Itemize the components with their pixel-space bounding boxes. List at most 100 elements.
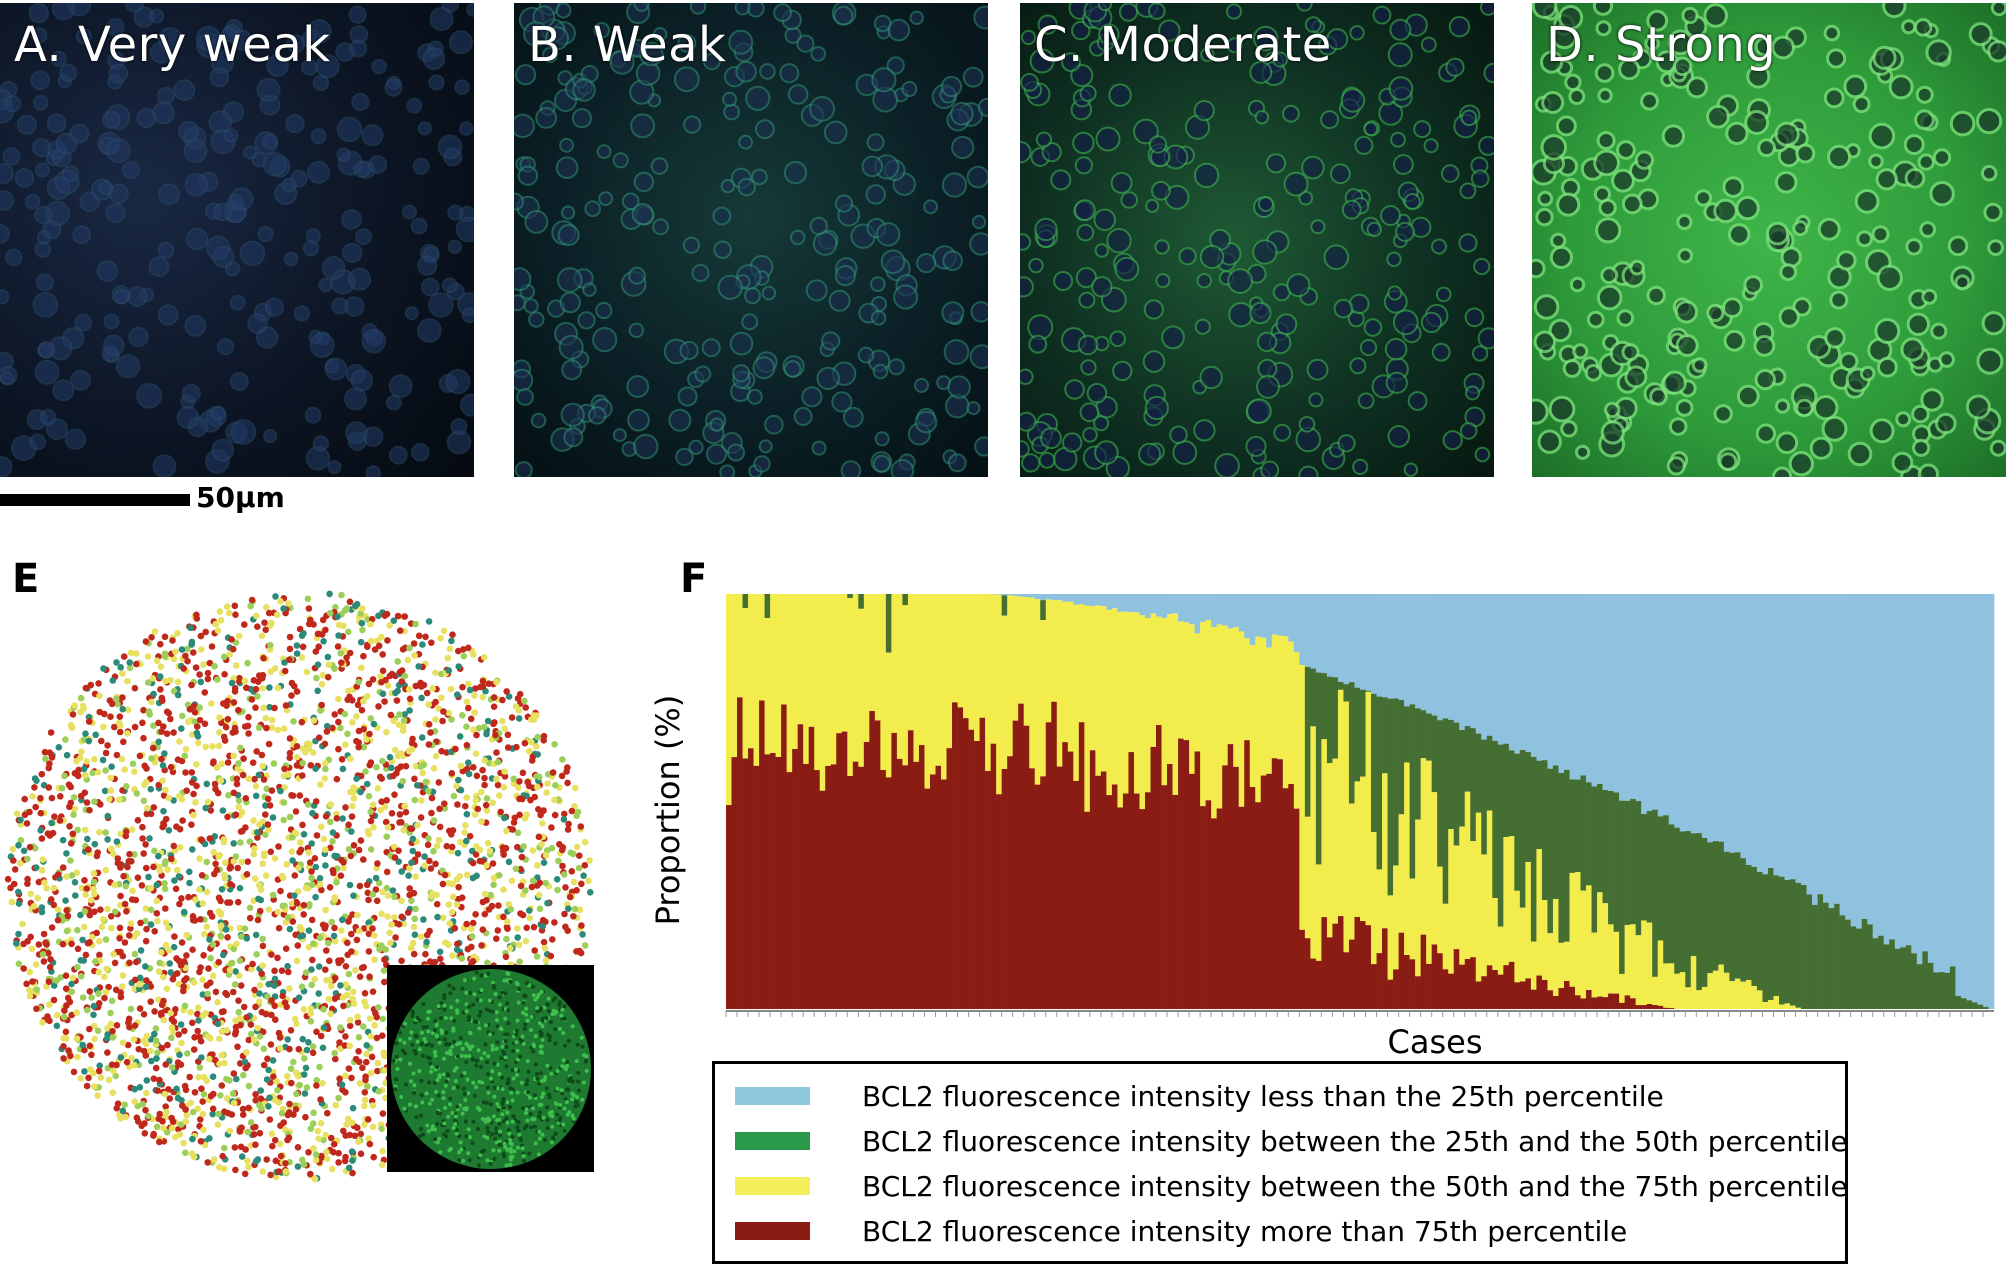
cell — [321, 256, 346, 280]
cell-point — [107, 1009, 114, 1017]
cell-point — [534, 751, 541, 758]
cell-point — [383, 833, 391, 840]
cell-point — [372, 874, 380, 882]
cell-point — [461, 829, 468, 836]
cell-point — [139, 823, 146, 831]
inset-cell — [414, 1115, 419, 1120]
cell — [1161, 325, 1185, 350]
cell-point — [414, 822, 421, 829]
cell-point — [96, 692, 103, 700]
cell — [1836, 250, 1857, 271]
inset-cell — [482, 1051, 487, 1056]
cell-point — [296, 1081, 304, 1089]
cell-point — [266, 1116, 274, 1123]
cell-point — [144, 653, 152, 660]
cell-point — [207, 1034, 214, 1042]
cell-point — [335, 1159, 342, 1166]
inset-cell — [497, 995, 502, 1000]
cell — [157, 304, 179, 326]
cell-point — [209, 1073, 217, 1080]
cell-point — [197, 678, 205, 686]
inset-cell — [425, 1055, 430, 1060]
cell-point — [318, 631, 326, 638]
cell-point — [150, 804, 158, 811]
cell-point — [492, 731, 499, 739]
cell-point — [282, 945, 290, 952]
cell — [1260, 460, 1280, 477]
inset-cell — [518, 1137, 523, 1142]
cell — [633, 3, 650, 12]
cell-point — [359, 626, 366, 634]
cell — [870, 276, 886, 293]
cell-point — [269, 814, 277, 821]
cell-point — [406, 864, 413, 872]
cell-point — [187, 624, 194, 632]
cell-point — [252, 1097, 259, 1104]
cell-point — [527, 796, 534, 804]
cell-point — [320, 835, 328, 843]
cell-point — [235, 797, 243, 804]
cell-point — [85, 718, 93, 725]
cell-point — [323, 728, 331, 735]
cell-point — [347, 755, 354, 763]
inset-cell — [472, 1093, 477, 1098]
cell-point — [308, 981, 316, 989]
cell-point — [275, 924, 283, 932]
cell-point — [390, 717, 398, 725]
cell — [703, 52, 721, 71]
cell-point — [201, 930, 208, 938]
cell-point — [362, 1076, 369, 1084]
inset-cell — [464, 990, 469, 995]
cell-point — [147, 906, 155, 914]
cell-point — [33, 1005, 40, 1013]
cell-point — [219, 951, 227, 959]
cell-point — [200, 1091, 208, 1098]
cell — [1827, 144, 1852, 169]
cell-point — [127, 1005, 135, 1013]
cell-point — [268, 1011, 275, 1019]
cell-point — [137, 919, 144, 927]
inset-cell — [498, 1002, 503, 1007]
cell — [52, 379, 75, 402]
cell-point — [190, 790, 197, 798]
cell — [969, 232, 988, 256]
cell-point — [514, 784, 522, 791]
cell-point — [153, 1055, 160, 1062]
inset-cell — [413, 1104, 418, 1109]
cell — [588, 406, 607, 425]
cell — [1555, 115, 1577, 137]
cell-point — [192, 664, 200, 671]
cell-point — [100, 665, 107, 672]
cell-point — [50, 982, 58, 989]
cell-point — [206, 1135, 213, 1142]
cell-point — [71, 879, 79, 886]
cell-point — [303, 1084, 311, 1091]
cell-point — [189, 1019, 196, 1027]
cell-point — [460, 652, 468, 660]
cell — [558, 334, 584, 360]
inset-cell — [412, 1090, 417, 1095]
cell-point — [410, 923, 418, 931]
inset-cell — [471, 1002, 476, 1007]
cell-point — [271, 967, 278, 975]
inset-cell — [576, 1070, 581, 1075]
cell-point — [243, 871, 251, 878]
cell-point — [142, 1052, 150, 1059]
cell — [1228, 302, 1254, 328]
cell-point — [108, 763, 115, 770]
cell-point — [240, 1071, 247, 1079]
cell-point — [533, 953, 541, 960]
cell-point — [129, 887, 136, 895]
cell — [1075, 267, 1098, 289]
cell — [1071, 20, 1091, 41]
cell-point — [226, 1077, 233, 1084]
inset-cell — [421, 1025, 426, 1030]
cell-point — [173, 1085, 180, 1093]
inset-cell — [453, 1114, 458, 1119]
cell-point — [421, 853, 428, 860]
cell-point — [493, 935, 500, 942]
cell-point — [435, 779, 443, 786]
cell-point — [368, 615, 376, 623]
cell-point — [264, 993, 271, 1000]
cell-point — [505, 693, 513, 700]
